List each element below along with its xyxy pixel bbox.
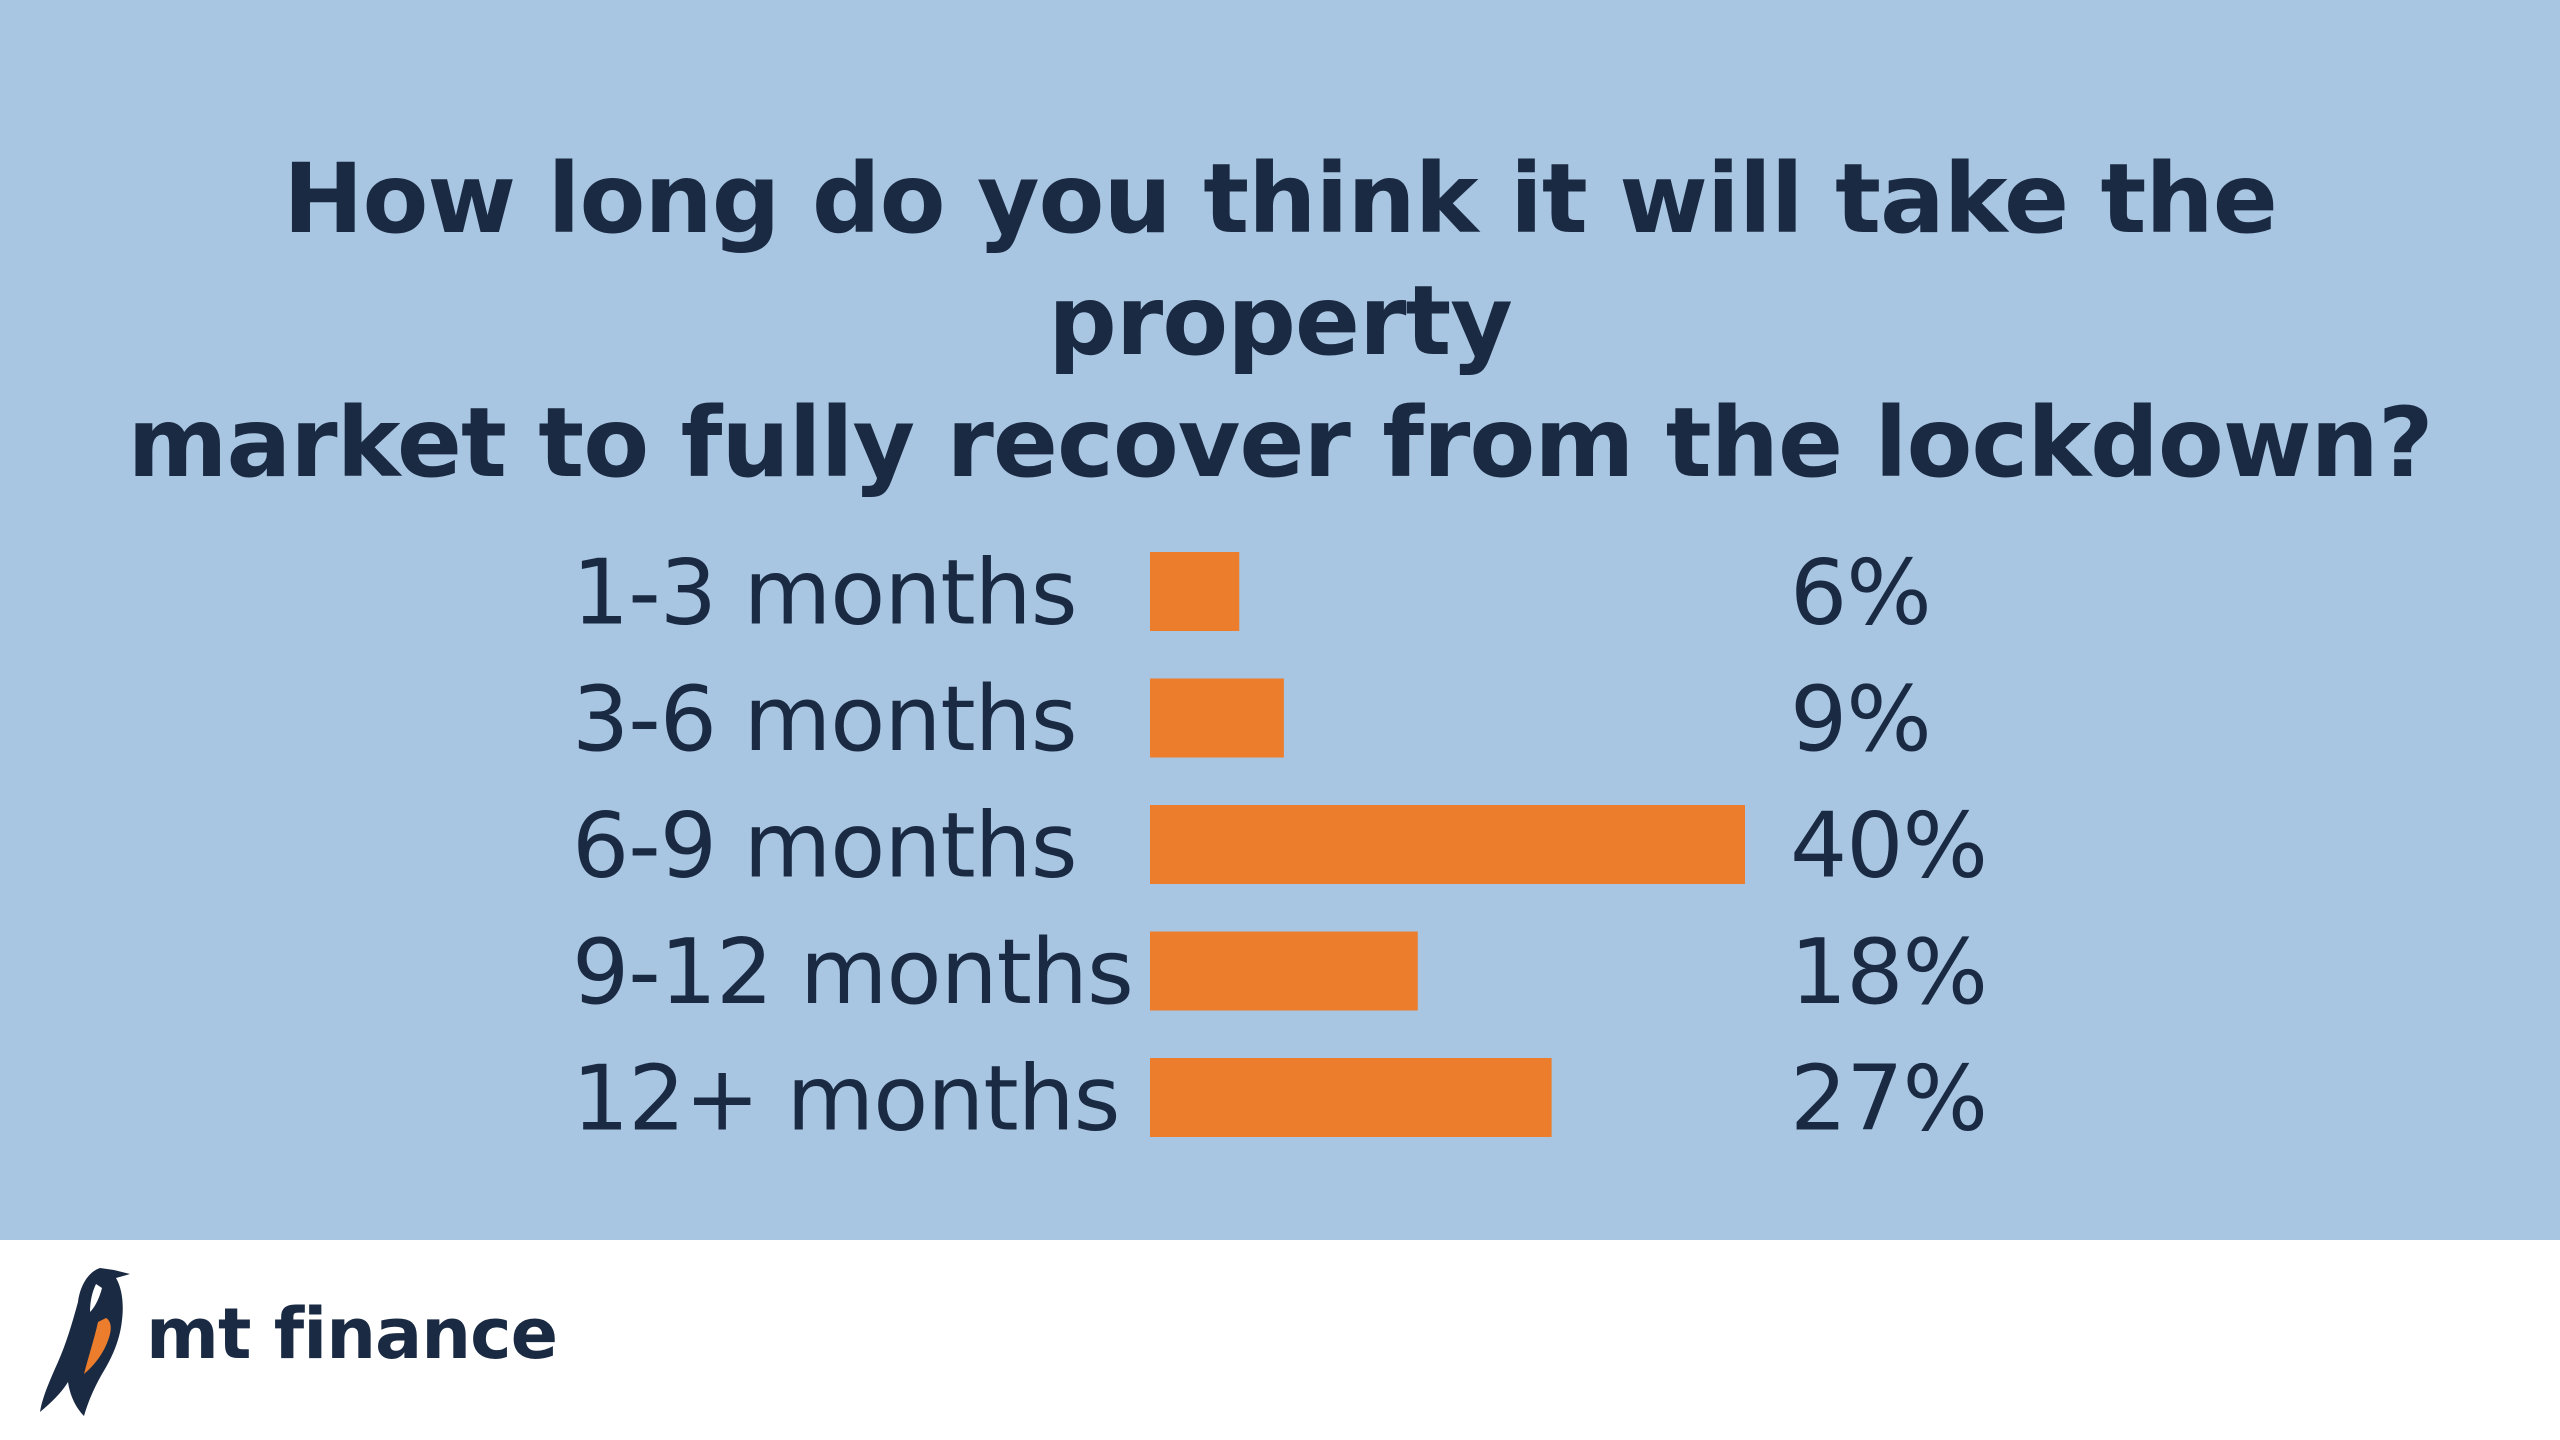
value-label: 6% <box>1790 541 1931 646</box>
bar <box>1150 805 1745 884</box>
penguin-icon <box>40 1268 130 1416</box>
value-label: 40% <box>1790 794 1987 899</box>
chart-title-line-1: How long do you think it will take the p… <box>283 143 2278 377</box>
bar <box>1150 552 1240 631</box>
bar <box>1150 678 1284 758</box>
value-label: 27% <box>1790 1047 1987 1152</box>
category-label: 12+ months <box>572 1047 1120 1152</box>
brand-name: mt finance <box>146 1293 558 1375</box>
value-label: 18% <box>1790 920 1987 1025</box>
chart-title: How long do you think it will take the p… <box>40 138 2520 504</box>
bar <box>1150 931 1418 1011</box>
value-label: 9% <box>1790 667 1931 772</box>
brand-logo: mt finance <box>36 1262 596 1422</box>
chart-title-line-2: market to fully recover from the lockdow… <box>127 387 2433 499</box>
bar <box>1150 1058 1552 1137</box>
category-label: 9-12 months <box>572 920 1133 1025</box>
category-label: 6-9 months <box>572 794 1077 899</box>
category-label: 1-3 months <box>572 541 1077 646</box>
category-label: 3-6 months <box>572 667 1077 772</box>
bar-chart: 1-3 months 6% 3-6 months 9% 6-9 months 40% 9-1… <box>572 541 1988 1152</box>
chart-panel: How long do you think it will take the p… <box>0 0 2560 1240</box>
